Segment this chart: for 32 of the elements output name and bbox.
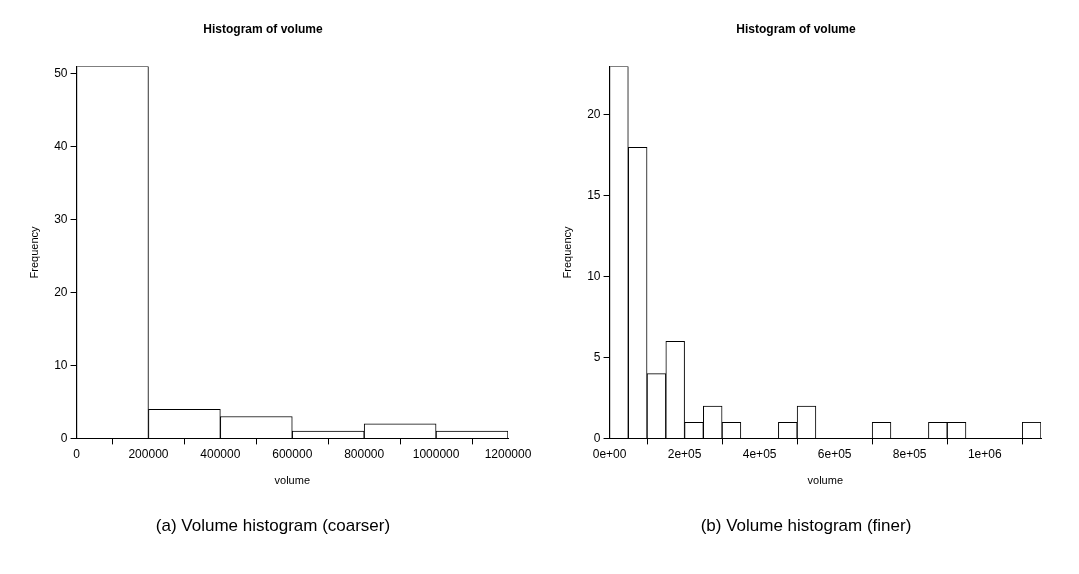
y-tick-label: 20 xyxy=(587,107,601,122)
text: (b) Volume histogram (finer) xyxy=(699,516,913,536)
x-tick-label: 800000 xyxy=(344,446,385,461)
x-tick-label: 4e+05 xyxy=(742,446,777,461)
y-tick-label: 10 xyxy=(54,357,68,372)
x-tick-label: 1200000 xyxy=(484,446,532,461)
chart-title: Histogram of volume xyxy=(736,21,856,36)
y-axis-title: Frequency xyxy=(560,225,573,279)
y-tick-label: 20 xyxy=(54,284,68,299)
y-tick-label: 50 xyxy=(54,66,68,81)
y-tick-label: 10 xyxy=(587,268,601,283)
y-tick-label: 30 xyxy=(54,211,68,226)
chart-title: Histogram of volume xyxy=(203,21,323,36)
x-tick-label: 0e+00 xyxy=(592,446,627,461)
x-axis-title: volume xyxy=(274,474,311,487)
x-tick-label: 2e+05 xyxy=(667,446,702,461)
x-tick-label: 1000000 xyxy=(412,446,460,461)
x-tick-label: 8e+05 xyxy=(892,446,927,461)
x-tick-label: 1e+06 xyxy=(967,446,1002,461)
x-tick-label: 6e+05 xyxy=(817,446,852,461)
x-tick-label: 600000 xyxy=(272,446,313,461)
y-tick-label: 15 xyxy=(587,188,601,203)
text: (a) Volume histogram (coarser) xyxy=(154,516,392,536)
y-axis-title: Frequency xyxy=(27,225,40,279)
y-tick-label: 5 xyxy=(593,349,601,364)
x-tick-label: 200000 xyxy=(128,446,169,461)
y-tick-label: 0 xyxy=(593,430,601,445)
y-tick-label: 40 xyxy=(54,138,68,153)
x-tick-label: 400000 xyxy=(200,446,241,461)
y-tick-label: 0 xyxy=(60,430,68,445)
x-axis-title: volume xyxy=(807,474,844,487)
x-tick-label: 0 xyxy=(73,446,81,461)
